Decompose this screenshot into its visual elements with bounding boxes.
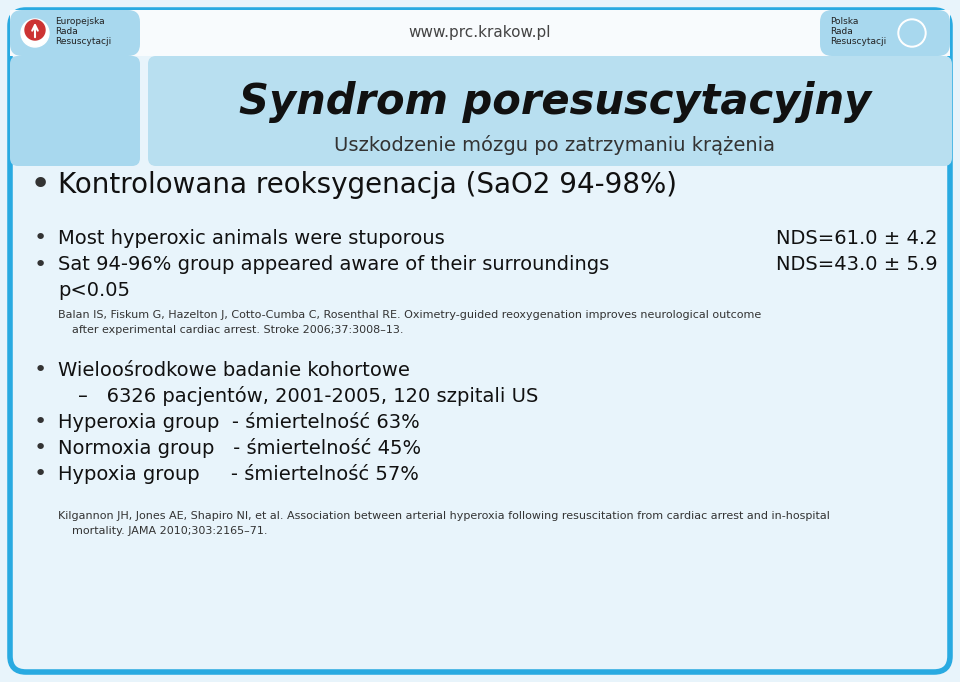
Text: Polska: Polska xyxy=(830,18,858,27)
Text: Uszkodzenie mózgu po zatrzymaniu krążenia: Uszkodzenie mózgu po zatrzymaniu krążeni… xyxy=(334,135,776,155)
Text: Wieloośrodkowe badanie kohortowe: Wieloośrodkowe badanie kohortowe xyxy=(58,361,410,379)
Circle shape xyxy=(25,20,45,40)
Text: Rada: Rada xyxy=(830,27,852,37)
Text: Kilgannon JH, Jones AE, Shapiro NI, et al. Association between arterial hyperoxi: Kilgannon JH, Jones AE, Shapiro NI, et a… xyxy=(58,511,829,521)
Text: Resuscytacji: Resuscytacji xyxy=(830,38,886,46)
Text: NDS=61.0 ± 4.2: NDS=61.0 ± 4.2 xyxy=(777,228,938,248)
Text: •: • xyxy=(34,228,47,248)
Text: •: • xyxy=(34,464,47,484)
Text: Sat 94-96% group appeared aware of their surroundings: Sat 94-96% group appeared aware of their… xyxy=(58,256,610,274)
FancyBboxPatch shape xyxy=(10,10,950,672)
Text: •: • xyxy=(34,438,47,458)
Text: Balan IS, Fiskum G, Hazelton J, Cotto-Cumba C, Rosenthal RE. Oximetry-guided reo: Balan IS, Fiskum G, Hazelton J, Cotto-Cu… xyxy=(58,310,761,320)
Text: •: • xyxy=(34,255,47,275)
Text: Most hyperoxic animals were stuporous: Most hyperoxic animals were stuporous xyxy=(58,228,444,248)
Text: Europejska: Europejska xyxy=(55,18,105,27)
Bar xyxy=(10,10,950,56)
Text: www.prc.krakow.pl: www.prc.krakow.pl xyxy=(409,25,551,40)
Text: •: • xyxy=(34,412,47,432)
Text: Normoxia group   - śmiertelność 45%: Normoxia group - śmiertelność 45% xyxy=(58,438,421,458)
FancyBboxPatch shape xyxy=(148,56,952,166)
FancyBboxPatch shape xyxy=(820,10,950,56)
FancyBboxPatch shape xyxy=(10,10,140,56)
Text: p<0.05: p<0.05 xyxy=(58,282,130,301)
Circle shape xyxy=(898,19,926,47)
Circle shape xyxy=(21,19,49,47)
Text: Syndrom poresuscytacyjny: Syndrom poresuscytacyjny xyxy=(239,81,871,123)
Text: –   6326 pacjentów, 2001-2005, 120 szpitali US: – 6326 pacjentów, 2001-2005, 120 szpital… xyxy=(78,386,539,406)
Text: Rada: Rada xyxy=(55,27,78,37)
Text: NDS=43.0 ± 5.9: NDS=43.0 ± 5.9 xyxy=(777,256,938,274)
Text: after experimental cardiac arrest. Stroke 2006;37:3008–13.: after experimental cardiac arrest. Strok… xyxy=(58,325,403,335)
Text: mortality. JAMA 2010;303:2165–71.: mortality. JAMA 2010;303:2165–71. xyxy=(58,526,268,536)
Text: •: • xyxy=(30,168,51,202)
Text: •: • xyxy=(34,360,47,380)
Text: Hyperoxia group  - śmiertelność 63%: Hyperoxia group - śmiertelność 63% xyxy=(58,412,420,432)
Circle shape xyxy=(900,21,924,45)
Text: Resuscytacji: Resuscytacji xyxy=(55,38,111,46)
Text: Hypoxia group     - śmiertelność 57%: Hypoxia group - śmiertelność 57% xyxy=(58,464,419,484)
Text: Kontrolowana reoksygenacja (SaO2 94-98%): Kontrolowana reoksygenacja (SaO2 94-98%) xyxy=(58,171,677,199)
FancyBboxPatch shape xyxy=(10,56,140,166)
